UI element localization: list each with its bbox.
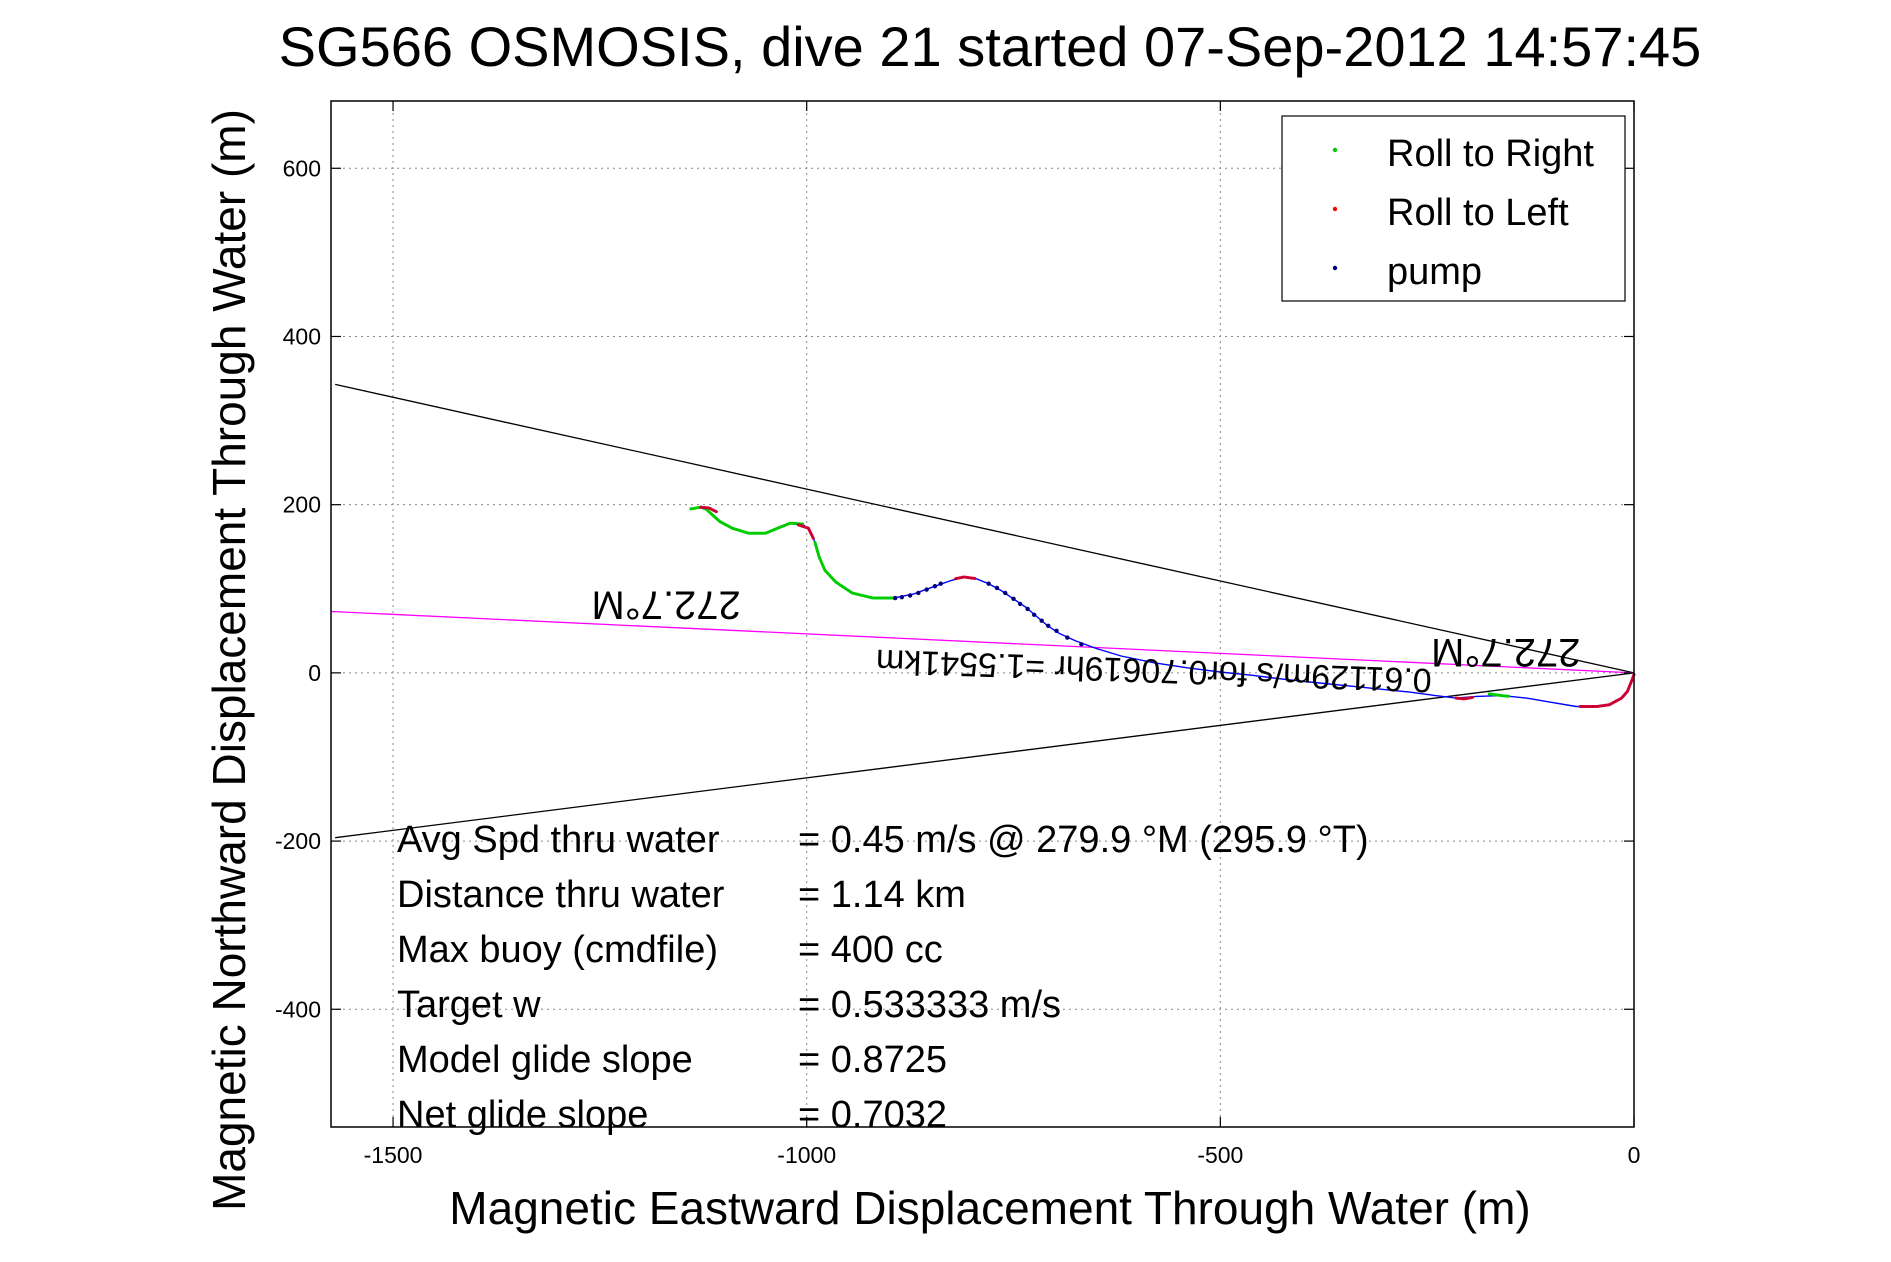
- axes-frame: [330, 100, 1635, 1128]
- pump-point: [916, 590, 921, 596]
- y-tick-label: 0: [308, 660, 321, 686]
- roll-left-segment: [796, 523, 815, 540]
- pump-point: [986, 581, 991, 586]
- axis-ticks: -1500 -1000 -500 0 -400 -200 0 200 400 600: [275, 101, 1640, 1168]
- x-tick-label: 0: [1628, 1142, 1641, 1168]
- x-tick-label: -1500: [364, 1142, 423, 1168]
- stat-value: = 0.533333 m/s: [798, 984, 1061, 1026]
- chart-title: SG566 OSMOSIS, dive 21 started 07-Sep-20…: [279, 15, 1702, 78]
- legend-label: Roll to Right: [1387, 133, 1594, 175]
- roll-right-segment: [813, 541, 896, 600]
- x-tick-label: -500: [1197, 1142, 1243, 1168]
- legend-marker: [1332, 265, 1338, 271]
- reference-line-lower: [335, 672, 1635, 839]
- stats-block: Avg Spd thru water = 0.45 m/s @ 279.9 °M …: [397, 819, 1369, 1136]
- pump-point: [1054, 628, 1059, 634]
- stat-label: Net glide slope: [397, 1094, 648, 1136]
- stat-value: = 1.14 km: [798, 874, 966, 916]
- y-tick-label: 400: [283, 323, 321, 349]
- x-axis-label: Magnetic Eastward Displacement Through W…: [449, 1182, 1530, 1234]
- legend-marker: [1332, 147, 1338, 153]
- stat-label: Distance thru water: [397, 874, 725, 916]
- stat-value: = 0.7032: [798, 1094, 947, 1136]
- roll-right-segment: [1487, 692, 1512, 698]
- reference-line-upper: [334, 383, 1635, 674]
- pump-point: [1011, 596, 1016, 602]
- pump-point: [1039, 618, 1044, 623]
- y-tick-label: -200: [275, 828, 321, 854]
- x-tick-label: -1000: [777, 1142, 836, 1168]
- stat-value: = 0.45 m/s @ 279.9 °M (295.9 °T): [798, 819, 1369, 861]
- roll-left-segment: [1578, 673, 1636, 708]
- pump-point: [1079, 642, 1084, 647]
- legend-label: pump: [1387, 251, 1482, 293]
- pump-point: [1065, 635, 1070, 640]
- pump-point: [932, 584, 938, 589]
- stat-label: Max buoy (cmdfile): [397, 929, 718, 971]
- pump-point: [938, 581, 943, 586]
- legend-box: [1281, 115, 1626, 302]
- y-tick-label: 600: [283, 155, 321, 181]
- legend: Roll to Right Roll to Left pump: [1281, 115, 1626, 302]
- stat-label: Model glide slope: [397, 1039, 693, 1081]
- roll-left-segment: [1454, 695, 1475, 701]
- pump-point: [1025, 606, 1030, 612]
- stat-value: = 0.8725: [798, 1039, 947, 1081]
- y-tick-label: 200: [283, 492, 321, 518]
- roll-segments: [689, 505, 1636, 708]
- pump-point: [924, 587, 929, 592]
- reference-line-heading: [330, 610, 1635, 674]
- pump-points: [893, 581, 1084, 647]
- reference-lines: [330, 383, 1635, 839]
- roll-left-segment: [954, 575, 978, 581]
- roll-left-segment: [699, 505, 719, 514]
- pump-point: [1032, 612, 1037, 618]
- legend-marker: [1332, 206, 1338, 212]
- legend-label: Roll to Left: [1387, 192, 1569, 234]
- pump-point: [893, 595, 898, 601]
- grid: [331, 101, 1635, 1127]
- pump-point: [899, 594, 905, 600]
- pump-point: [1046, 623, 1051, 628]
- pump-point: [1017, 601, 1023, 607]
- y-axis-label: Magnetic Northward Displacement Through …: [203, 109, 255, 1211]
- heading-annotation: 272.7°M: [1431, 630, 1580, 674]
- stat-label: Target w: [397, 984, 541, 1026]
- stat-value: = 400 cc: [798, 929, 943, 971]
- pump-point: [907, 593, 913, 598]
- stat-label: Avg Spd thru water: [397, 819, 720, 861]
- pump-point: [1003, 590, 1008, 596]
- y-tick-label: -400: [275, 996, 321, 1022]
- pump-point: [994, 585, 1000, 591]
- heading-annotation: 272.7°M: [591, 582, 740, 626]
